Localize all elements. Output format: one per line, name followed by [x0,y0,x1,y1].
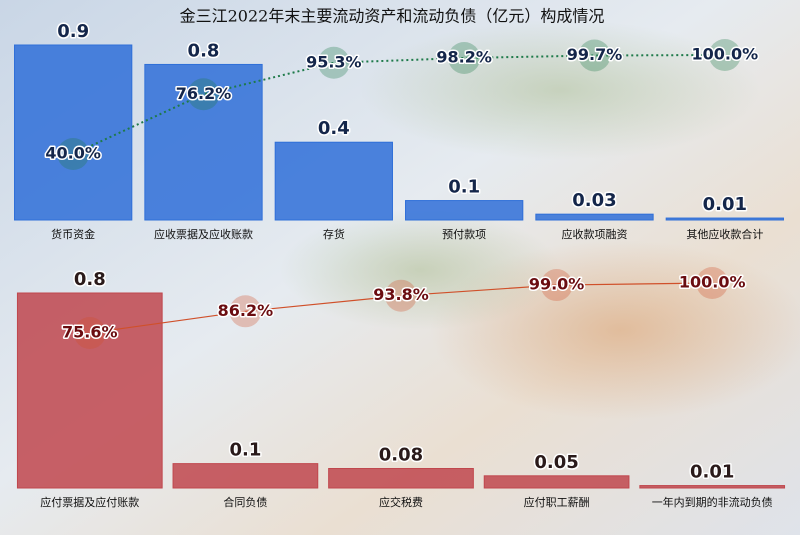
bar-value-label: 0.4 [318,118,350,139]
cumulative-marker [57,138,90,170]
x-tick-label: 应收票据及应收账款 [154,227,253,241]
cumulative-value-label: 40.0% [45,144,101,163]
cumulative-marker [540,269,573,302]
cumulative-marker [187,78,220,111]
chart-title: 金三江2022年末主要流动资产和流动负债（亿元）构成情况 [180,7,605,26]
cumulative-value-label: 100.0% [692,45,759,64]
cumulative-marker [229,295,262,328]
bar [274,141,393,221]
cumulative-marker [385,279,417,312]
x-tick-label: 应收款项融资 [562,227,628,241]
bar-value-label: 0.08 [379,445,423,466]
cumulative-value-label: 99.7% [567,45,623,64]
cumulative-value-label: 93.8% [373,285,429,304]
cumulative-value-label: 100.0% [679,273,746,292]
bar [483,475,630,489]
bar-value-label: 0.01 [690,462,734,483]
x-tick-label: 应付职工薪酬 [524,495,590,509]
bar [405,200,524,221]
cumulative-value-label: 95.3% [306,52,362,71]
x-tick-label: 货币资金 [51,227,95,241]
bar-value-label: 0.1 [448,177,480,198]
x-tick-label: 一年内到期的非流动负债 [652,495,773,509]
x-tick-label: 应交税费 [379,495,423,509]
x-tick-label: 预付款项 [442,227,486,241]
bar [16,292,163,489]
cumulative-value-label: 75.6% [62,323,118,342]
cumulative-marker [448,41,481,74]
bar-value-label: 0.05 [534,452,578,473]
cumulative-marker [708,39,741,71]
x-tick-label: 应付票据及应付账款 [40,495,139,509]
cumulative-value-label: 86.2% [218,301,274,320]
cumulative-marker [578,39,611,72]
bar-value-label: 0.01 [703,194,747,215]
bar [14,44,133,221]
x-tick-label: 其他应收款合计 [686,227,763,241]
bar [328,468,474,489]
cumulative-value-label: 98.2% [436,47,492,66]
bar [144,63,263,221]
bar-value-label: 0.9 [57,21,89,42]
cumulative-value-label: 99.0% [529,275,585,294]
x-tick-label: 合同负债 [223,495,267,509]
background-decoration [360,20,760,160]
background-decoration [280,210,560,330]
bar-value-label: 0.8 [188,40,220,61]
cumulative-marker [317,46,350,79]
bar [639,485,786,489]
bar [172,463,319,489]
x-tick-label: 存货 [323,227,345,241]
bar-value-label: 0.8 [74,269,106,290]
bar [665,217,784,221]
cumulative-marker [696,267,729,299]
bar-value-label: 0.03 [572,190,616,211]
cumulative-marker [73,317,106,350]
bar-value-label: 0.1 [229,440,261,461]
cumulative-value-label: 76.2% [176,84,232,103]
cumulative-line [89,282,713,334]
bar [535,213,654,221]
